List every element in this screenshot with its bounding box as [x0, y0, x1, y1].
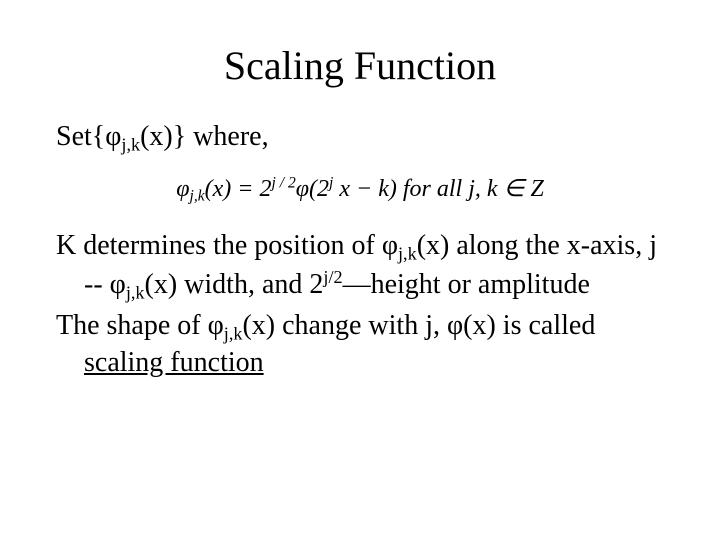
formula-phi: φ	[176, 176, 189, 202]
scaling-function-term: scaling function	[84, 347, 264, 378]
p2-t3: (x) is called	[463, 310, 595, 341]
p2-phi: φ	[208, 310, 224, 341]
phi-symbol: φ	[105, 121, 121, 152]
formula-exp1: j / 2	[271, 175, 295, 192]
p2-t1: The shape of	[56, 310, 208, 341]
p2-t2: (x) change with j,	[242, 310, 447, 341]
p1-t1: K determines the position of	[56, 230, 382, 261]
p1-exp: j/2	[323, 267, 342, 287]
p1-sub1: j,k	[398, 244, 417, 264]
formula-after: x − k) for all j, k	[333, 176, 503, 202]
paragraph-2: The shape of φj,k(x) change with j, φ(x)…	[56, 308, 664, 380]
set-prefix: Set{	[56, 121, 105, 152]
set-line: Set{φj,k(x)} where,	[56, 119, 664, 156]
p2-sub1: j,k	[224, 323, 243, 343]
slide: Scaling Function Set{φj,k(x)} where, φj,…	[0, 42, 720, 540]
p1-sub2: j,k	[126, 282, 145, 302]
slide-body: Set{φj,k(x)} where, φj,k(x) = 2j / 2φ(2j…	[0, 119, 720, 380]
formula: φj,k(x) = 2j / 2φ(2j x − k) for all j, k…	[176, 176, 544, 202]
p1-phi: φ	[382, 230, 398, 261]
formula-set: Z	[524, 176, 543, 202]
p2-phi2: φ	[447, 310, 463, 341]
formula-eq: = 2	[231, 176, 271, 202]
formula-lhs-sub: j,k	[189, 188, 204, 205]
set-suffix: (x)} where,	[140, 121, 269, 152]
p1-t3: (x) width, and 2	[145, 269, 324, 300]
phi-subscript: j,k	[121, 134, 140, 154]
formula-lhs-arg: (x)	[205, 176, 232, 202]
element-of-icon: ∈	[504, 176, 525, 202]
formula-mid: φ(2	[296, 176, 329, 202]
p1-phi2: φ	[110, 269, 126, 300]
p1-t4: —height or amplitude	[343, 269, 590, 300]
paragraph-1: K determines the position of φj,k(x) alo…	[56, 228, 664, 303]
slide-title: Scaling Function	[0, 42, 720, 89]
formula-row: φj,k(x) = 2j / 2φ(2j x − k) for all j, k…	[56, 170, 664, 206]
